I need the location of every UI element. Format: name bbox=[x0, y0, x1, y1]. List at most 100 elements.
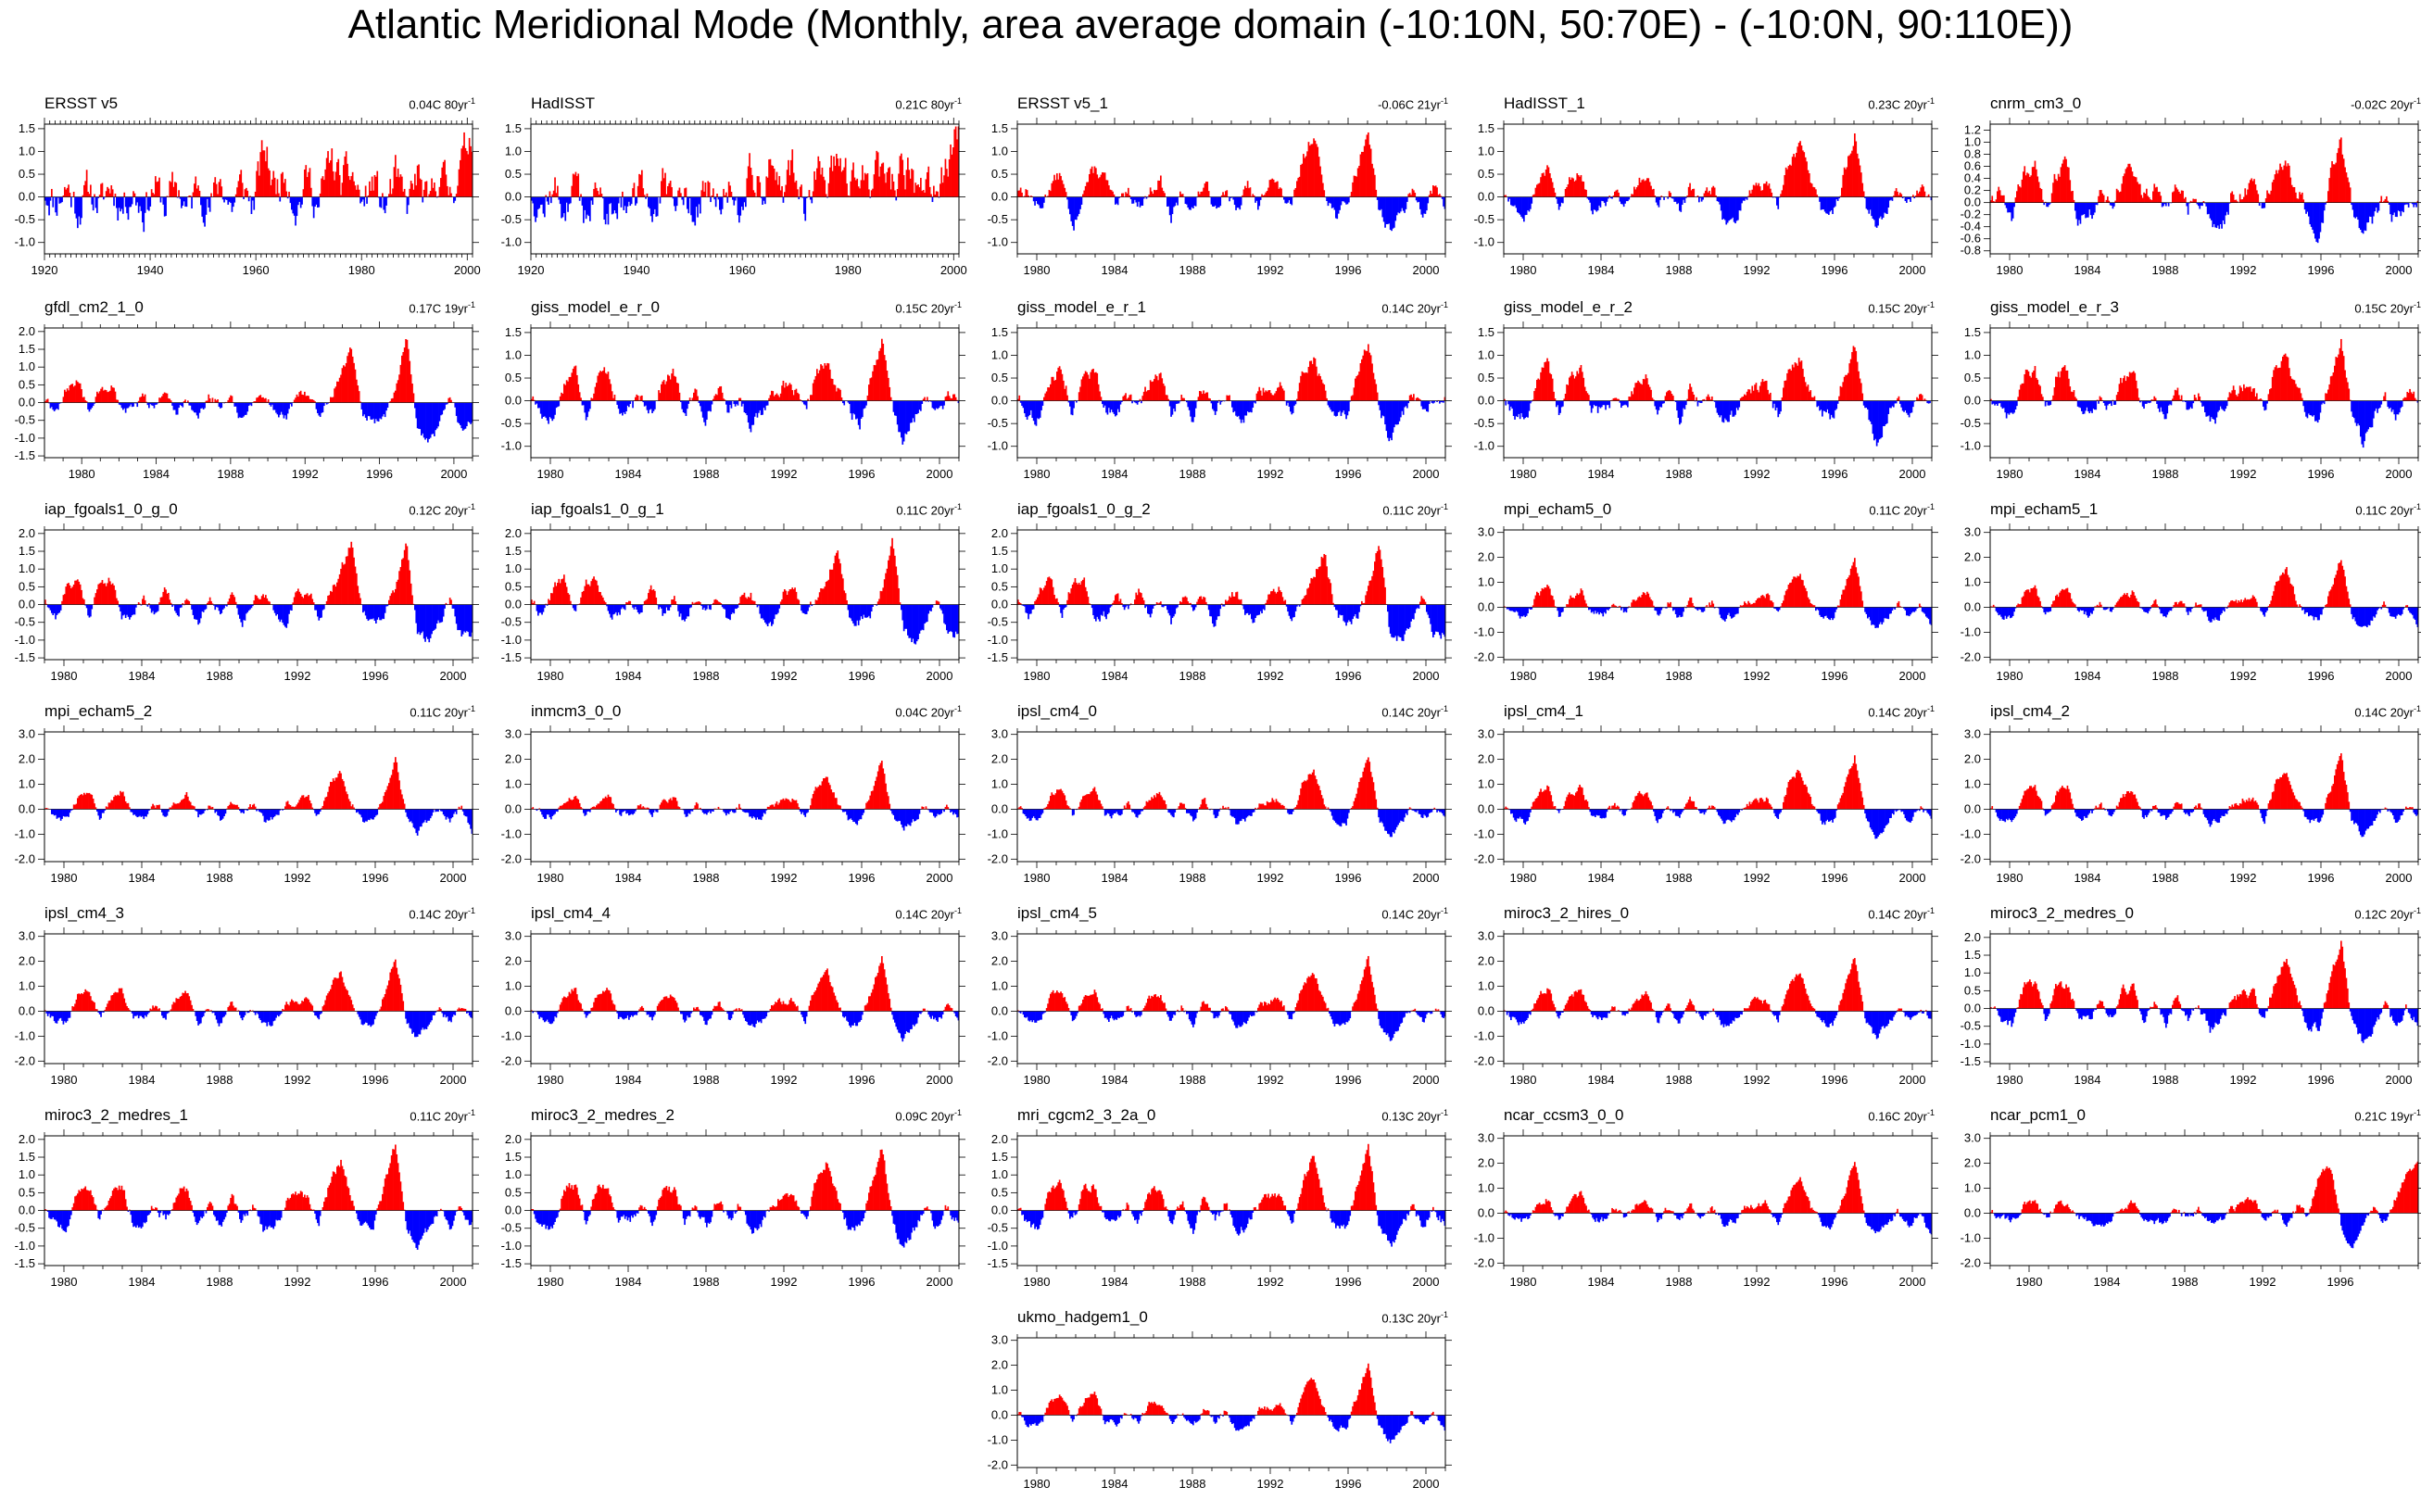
positive-anomaly-bar bbox=[292, 602, 295, 605]
positive-anomaly-bar bbox=[637, 185, 639, 197]
positive-anomaly-bar bbox=[648, 593, 649, 605]
positive-anomaly-bar bbox=[590, 581, 593, 605]
positive-anomaly-bar bbox=[1612, 397, 1615, 401]
positive-anomaly-bar bbox=[2031, 372, 2034, 401]
negative-anomaly-bar bbox=[1284, 196, 1287, 204]
negative-anomaly-bar bbox=[1034, 400, 1036, 425]
negative-anomaly-bar bbox=[315, 402, 318, 410]
negative-anomaly-bar bbox=[244, 604, 246, 621]
positive-anomaly-bar bbox=[428, 194, 431, 197]
positive-anomaly-bar bbox=[830, 569, 833, 605]
negative-anomaly-bar bbox=[2139, 400, 2141, 403]
negative-anomaly-bar bbox=[1171, 400, 1174, 415]
negative-anomaly-bar bbox=[1595, 196, 1596, 210]
positive-anomaly-bar bbox=[1799, 361, 1801, 401]
negative-anomaly-bar bbox=[195, 604, 198, 620]
negative-anomaly-bar bbox=[1032, 196, 1035, 202]
positive-anomaly-bar bbox=[1355, 378, 1356, 401]
negative-anomaly-bar bbox=[927, 400, 930, 402]
positive-anomaly-bar bbox=[707, 181, 710, 197]
negative-anomaly-bar bbox=[1431, 400, 1433, 403]
positive-anomaly-bar bbox=[782, 380, 785, 401]
negative-anomaly-bar bbox=[1816, 400, 1819, 408]
positive-anomaly-bar bbox=[1103, 172, 1106, 197]
positive-anomaly-bar bbox=[873, 174, 876, 197]
negative-anomaly-bar bbox=[1040, 400, 1042, 410]
negative-anomaly-bar bbox=[371, 402, 373, 420]
negative-anomaly-bar bbox=[2413, 202, 2415, 208]
positive-anomaly-bar bbox=[337, 578, 340, 605]
positive-anomaly-bar bbox=[578, 603, 581, 605]
negative-anomaly-bar bbox=[91, 402, 94, 409]
negative-anomaly-bar bbox=[2188, 400, 2190, 410]
positive-anomaly-bar bbox=[1715, 195, 1717, 197]
negative-anomaly-bar bbox=[1343, 196, 1346, 203]
positive-anomaly-bar bbox=[1575, 180, 1577, 197]
negative-anomaly-bar bbox=[1138, 400, 1140, 402]
negative-anomaly-bar bbox=[1333, 196, 1336, 210]
negative-anomaly-bar bbox=[2371, 400, 2374, 428]
positive-anomaly-bar bbox=[2174, 389, 2176, 401]
negative-anomaly-bar bbox=[241, 402, 244, 418]
positive-anomaly-bar bbox=[2193, 395, 2196, 401]
negative-anomaly-bar bbox=[1603, 400, 1606, 406]
page-title: Atlantic Meridional Mode (Monthly, area … bbox=[347, 2, 2074, 47]
negative-anomaly-bar bbox=[894, 400, 896, 416]
negative-anomaly-bar bbox=[864, 400, 866, 409]
x-tick-label: 1980 bbox=[1997, 467, 2024, 481]
positive-anomaly-bar bbox=[1739, 397, 1742, 401]
positive-anomaly-bar bbox=[337, 158, 340, 197]
negative-anomaly-bar bbox=[2182, 400, 2184, 402]
positive-anomaly-bar bbox=[1759, 385, 1761, 401]
negative-anomaly-bar bbox=[243, 604, 245, 621]
negative-anomaly-bar bbox=[737, 196, 739, 216]
positive-anomaly-bar bbox=[1784, 380, 1787, 401]
positive-anomaly-bar bbox=[1995, 199, 1998, 203]
positive-anomaly-bar bbox=[1920, 187, 1923, 197]
negative-anomaly-bar bbox=[289, 402, 292, 405]
positive-anomaly-bar bbox=[817, 597, 820, 605]
positive-anomaly-bar bbox=[2014, 197, 2017, 203]
negative-anomaly-bar bbox=[131, 196, 133, 205]
positive-anomaly-bar bbox=[2156, 186, 2158, 203]
negative-anomaly-bar bbox=[687, 604, 690, 617]
positive-anomaly-bar bbox=[403, 549, 406, 605]
positive-anomaly-bar bbox=[597, 585, 599, 605]
negative-anomaly-bar bbox=[763, 604, 765, 621]
positive-anomaly-bar bbox=[170, 400, 172, 403]
negative-anomaly-bar bbox=[191, 196, 193, 209]
positive-anomaly-bar bbox=[626, 602, 629, 605]
negative-anomaly-bar bbox=[782, 196, 785, 203]
positive-anomaly-bar bbox=[1545, 169, 1547, 197]
negative-anomaly-bar bbox=[373, 402, 376, 423]
negative-anomaly-bar bbox=[314, 196, 316, 207]
positive-anomaly-bar bbox=[75, 380, 78, 403]
x-tick-label: 2000 bbox=[1899, 467, 1926, 481]
positive-anomaly-bar bbox=[1278, 386, 1280, 401]
negative-anomaly-bar bbox=[1899, 400, 1901, 404]
positive-anomaly-bar bbox=[1047, 387, 1049, 401]
trend-stat-exponent: -1 bbox=[1440, 300, 1448, 309]
positive-anomaly-bar bbox=[1642, 378, 1645, 401]
positive-anomaly-bar bbox=[249, 195, 251, 197]
positive-anomaly-bar bbox=[406, 339, 409, 403]
positive-anomaly-bar bbox=[1580, 365, 1582, 401]
positive-anomaly-bar bbox=[1582, 181, 1583, 197]
negative-anomaly-bar bbox=[223, 402, 225, 404]
y-tick-label: -0.5 bbox=[15, 212, 35, 226]
positive-anomaly-bar bbox=[1786, 169, 1788, 197]
negative-anomaly-bar bbox=[2354, 400, 2357, 423]
y-tick-label: -1.0 bbox=[1474, 235, 1494, 249]
positive-anomaly-bar bbox=[533, 600, 536, 605]
positive-anomaly-bar bbox=[671, 599, 673, 605]
positive-anomaly-bar bbox=[1206, 182, 1209, 197]
positive-anomaly-bar bbox=[460, 159, 461, 197]
negative-anomaly-bar bbox=[1393, 196, 1395, 228]
negative-anomaly-bar bbox=[726, 196, 729, 203]
positive-anomaly-bar bbox=[208, 601, 210, 605]
positive-anomaly-bar bbox=[784, 192, 786, 197]
negative-anomaly-bar bbox=[367, 402, 370, 417]
negative-anomaly-bar bbox=[1229, 196, 1230, 202]
negative-anomaly-bar bbox=[1400, 400, 1402, 418]
negative-anomaly-bar bbox=[156, 402, 158, 405]
